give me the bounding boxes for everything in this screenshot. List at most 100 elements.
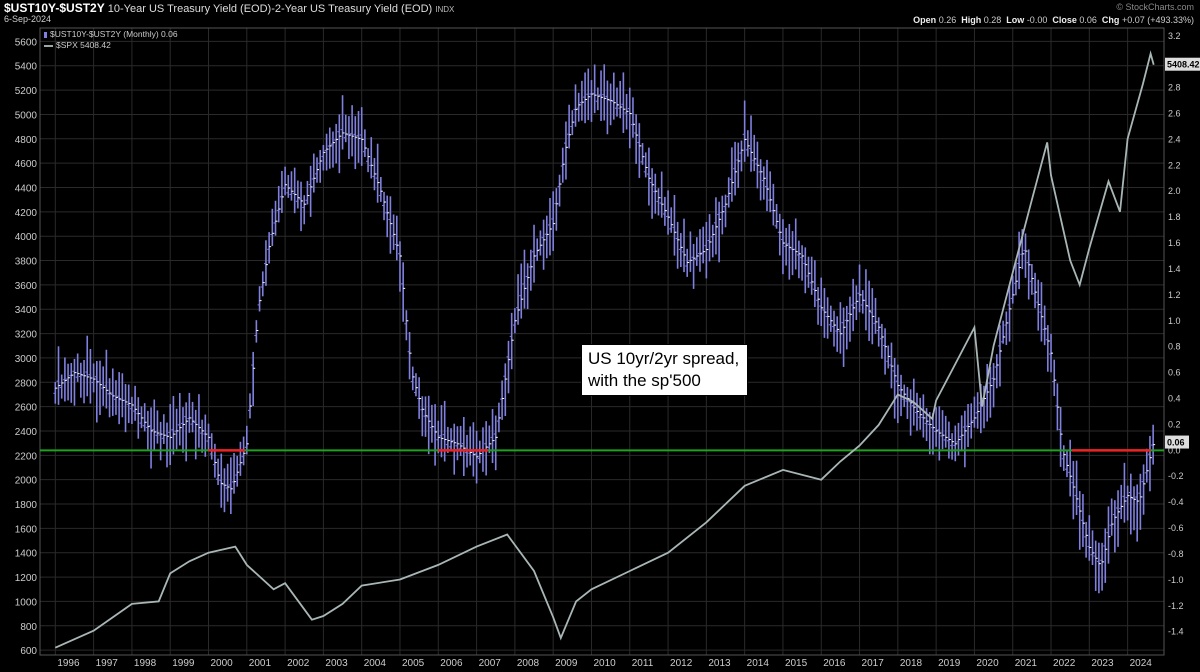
x-tick-label: 2004 bbox=[364, 658, 387, 669]
vertical-grid bbox=[54, 28, 1129, 655]
left-tick-label: 1600 bbox=[15, 524, 38, 535]
chg-label: Chg bbox=[1101, 15, 1120, 25]
legend-label-spx: $SPX 5408.42 bbox=[56, 40, 111, 50]
legend-label-spread: $UST10Y-$UST2Y (Monthly) 0.06 bbox=[50, 29, 178, 39]
x-tick-label: 2016 bbox=[823, 658, 846, 669]
right-tick-label: 1.8 bbox=[1168, 212, 1181, 222]
left-tick-label: 4600 bbox=[15, 159, 38, 170]
left-tick-label: 1000 bbox=[15, 597, 38, 608]
x-tick-label: 2019 bbox=[938, 658, 961, 669]
chart-header: $UST10Y-$UST2Y 10-Year US Treasury Yield… bbox=[4, 1, 454, 15]
x-tick-label: 2022 bbox=[1053, 658, 1076, 669]
x-tick-label: 2010 bbox=[593, 658, 616, 669]
right-tick-label: -1.0 bbox=[1168, 575, 1184, 585]
close-label: Close bbox=[1052, 15, 1077, 25]
right-tick-label: -1.4 bbox=[1168, 627, 1184, 637]
left-tick-label: 4400 bbox=[15, 183, 38, 194]
left-tick-label: 5600 bbox=[15, 37, 38, 48]
right-tick-label: 1.0 bbox=[1168, 316, 1181, 326]
high-label: High bbox=[961, 15, 982, 25]
right-tick-label: 0.0 bbox=[1168, 445, 1181, 455]
x-tick-label: 2014 bbox=[747, 658, 770, 669]
right-tick-label: 1.6 bbox=[1168, 238, 1181, 248]
legend-item-spx: $SPX 5408.42 bbox=[44, 40, 178, 51]
left-tick-label: 4200 bbox=[15, 208, 38, 219]
right-tick-label: -1.2 bbox=[1168, 601, 1184, 611]
chart-legend: $UST10Y-$UST2Y (Monthly) 0.06 $SPX 5408.… bbox=[44, 29, 178, 51]
right-tick-label: -0.2 bbox=[1168, 471, 1184, 481]
left-tick-label: 800 bbox=[20, 622, 37, 633]
left-axis: 600 800 1000 1200 1400 1600 1800 2000 2200 2400 26… bbox=[15, 37, 38, 657]
right-tick-label: 0.8 bbox=[1168, 342, 1181, 352]
low-value: -0.00 bbox=[1026, 15, 1048, 25]
x-tick-label: 2021 bbox=[1015, 658, 1038, 669]
x-tick-label: 2017 bbox=[862, 658, 885, 669]
annotation-box: US 10yr/2yr spread, with the sp'500 bbox=[581, 344, 748, 396]
x-tick-label: 2013 bbox=[708, 658, 731, 669]
x-tick-label: 2011 bbox=[632, 658, 654, 669]
annotation-line-2: with the sp'500 bbox=[588, 371, 701, 390]
left-tick-label: 5400 bbox=[15, 62, 38, 73]
close-value: 0.06 bbox=[1079, 15, 1097, 25]
high-value: 0.28 bbox=[983, 15, 1002, 25]
low-label: Low bbox=[1006, 15, 1025, 25]
left-tick-label: 3600 bbox=[15, 281, 38, 292]
x-tick-label: 1998 bbox=[134, 658, 157, 669]
left-tick-label: 3200 bbox=[15, 330, 38, 341]
spx-tag-bg bbox=[1165, 57, 1200, 71]
right-tick-label: 1.2 bbox=[1168, 290, 1181, 300]
annotation-line-1: US 10yr/2yr spread, bbox=[588, 349, 740, 368]
left-tick-label: 1800 bbox=[15, 500, 38, 511]
ohlc-readout: Open 0.26 High 0.28 Low -0.00 Close 0.06… bbox=[913, 15, 1194, 25]
x-tick-label: 2012 bbox=[670, 658, 693, 669]
open-value: 0.26 bbox=[938, 15, 957, 25]
right-tick-label: 2.0 bbox=[1168, 186, 1181, 196]
spx-series bbox=[54, 50, 1155, 649]
left-tick-label: 3400 bbox=[15, 305, 38, 316]
left-tick-label: 2600 bbox=[15, 403, 38, 414]
right-tick-label: 3.2 bbox=[1168, 31, 1181, 41]
symbol-description: 10-Year US Treasury Yield (EOD)-2-Year U… bbox=[107, 3, 433, 15]
x-tick-label: 2001 bbox=[249, 658, 272, 669]
left-tick-label: 3800 bbox=[15, 257, 38, 268]
right-tick-label: -0.4 bbox=[1168, 497, 1184, 507]
left-tick-label: 5000 bbox=[15, 110, 38, 121]
spread-series bbox=[53, 64, 1156, 594]
left-tick-label: 5200 bbox=[15, 86, 38, 97]
symbol: $UST10Y-$UST2Y bbox=[4, 1, 105, 15]
right-tick-label: -0.8 bbox=[1168, 549, 1184, 559]
right-tick-label: 2.4 bbox=[1168, 134, 1181, 144]
right-tick-label: 2.6 bbox=[1168, 109, 1181, 119]
chg-value: +0.07 (+493.33%) bbox=[1121, 15, 1194, 25]
last-value-tags: 5408.42 0.06 bbox=[1165, 57, 1200, 449]
x-tick-label: 2000 bbox=[211, 658, 234, 669]
spread-tag-text: 0.06 bbox=[1167, 438, 1185, 448]
left-tick-label: 2400 bbox=[15, 427, 38, 438]
x-tick-label: 2005 bbox=[402, 658, 425, 669]
x-tick-label: 1999 bbox=[172, 658, 195, 669]
right-tick-label: 2.2 bbox=[1168, 160, 1181, 170]
x-tick-label: 2024 bbox=[1130, 658, 1153, 669]
horizontal-grid bbox=[40, 40, 1164, 651]
spx-tag-text: 5408.42 bbox=[1167, 60, 1200, 70]
left-tick-label: 3000 bbox=[15, 354, 38, 365]
plot-frame bbox=[39, 27, 1165, 656]
x-tick-label: 2020 bbox=[976, 658, 999, 669]
right-tick-label: 0.6 bbox=[1168, 368, 1181, 378]
spread-tag-bg bbox=[1165, 435, 1189, 449]
left-tick-label: 2200 bbox=[15, 451, 38, 462]
right-tick-label: 0.2 bbox=[1168, 419, 1181, 429]
x-axis: 1996 1997 1998 1999 2000 2001 2002 2003 2004 2005… bbox=[57, 658, 1152, 669]
left-tick-label: 2000 bbox=[15, 476, 38, 487]
x-tick-label: 2003 bbox=[325, 658, 348, 669]
right-tick-label: 2.8 bbox=[1168, 83, 1181, 93]
left-tick-label: 1200 bbox=[15, 573, 38, 584]
left-tick-label: 4000 bbox=[15, 232, 38, 243]
spx-line-path bbox=[54, 50, 1155, 649]
right-tick-label: 1.4 bbox=[1168, 264, 1181, 274]
x-tick-label: 2023 bbox=[1091, 658, 1114, 669]
x-tick-label: 2007 bbox=[479, 658, 502, 669]
index-tag: INDX bbox=[435, 5, 455, 14]
left-tick-label: 4800 bbox=[15, 135, 38, 146]
